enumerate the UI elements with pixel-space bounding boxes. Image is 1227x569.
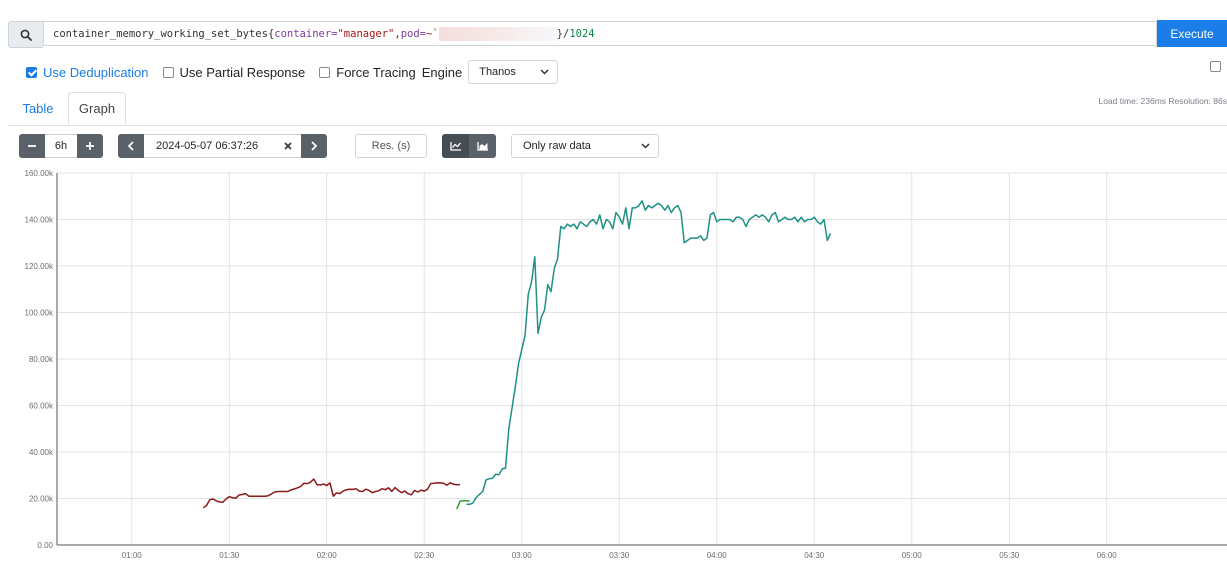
query-divisor: 1024 [569,27,595,40]
y-tick-label: 140.00k [25,216,54,225]
query-label-container: container= [274,27,338,40]
minus-icon [28,145,36,147]
force-tracing-checkbox[interactable] [319,66,331,78]
series-line-3 [466,200,832,506]
x-tick-label: 04:00 [707,551,728,560]
partial-response-option[interactable]: Use Partial Response [162,64,306,80]
force-tracing-label: Force Tracing [336,64,416,80]
query-suffix: }/ [556,27,570,40]
resolution-input[interactable]: Res. (s) [355,134,427,158]
dedup-option[interactable]: Use Deduplication [26,65,149,80]
query-value-pod: ~` [426,27,439,40]
chart-mode-toggle [442,134,496,158]
engine-select[interactable]: Thanos [468,60,559,84]
chart-grid [56,172,1227,546]
x-tick-label: 05:00 [902,551,923,560]
time-back-button[interactable] [118,134,144,158]
engine-label: Engine [421,64,463,80]
query-options: Use Deduplication Use Partial Response F… [26,60,559,84]
query-label-pod: pod= [400,27,427,40]
x-tick-label: 03:00 [512,551,533,560]
series-line-2 [456,500,470,510]
chevron-left-icon [127,141,134,151]
series-line-1 [202,478,461,509]
chevron-down-icon [641,143,650,149]
end-time-value: 2024-05-07 06:37:26 [156,140,259,152]
tab-graph[interactable]: Graph [68,92,126,125]
search-icon[interactable] [8,21,43,48]
plus-icon [86,142,94,150]
query-bar: container_memory_working_set_bytes{conta… [8,20,1227,48]
x-tick-label: 01:30 [219,551,240,560]
engine-value: Thanos [479,66,516,78]
x-axis: 01:00 01:30 02:00 02:30 03:00 03:30 04:00 04:30… [122,551,1118,560]
chevron-right-icon [311,141,318,151]
unstacked-button[interactable] [442,134,469,158]
dedup-label: Use Deduplication [43,64,149,80]
panel-checkbox[interactable] [1210,61,1221,72]
redacted-pod-name [438,26,557,41]
x-tick-label: 03:30 [609,551,630,560]
x-tick-label: 02:30 [414,551,435,560]
dedup-checkbox[interactable] [26,66,37,78]
y-axis: 0.00 20.00k 40.00k 60.00k 80.00k 100.00k 120.0… [25,169,54,550]
partial-response-label: Use Partial Response [179,64,306,80]
clear-icon[interactable] [284,142,292,150]
x-tick-label: 06:00 [1097,551,1118,560]
x-tick-label: 04:30 [804,551,825,560]
y-tick-label: 60.00k [29,402,54,411]
view-tabs: Table Graph [8,92,1227,126]
x-tick-label: 05:30 [999,551,1020,560]
y-tick-label: 160.00k [25,169,54,178]
load-info: Load time: 236ms Resolution: 86s [1098,96,1227,106]
chart-series [202,200,832,510]
graph-controls: 6h 2024-05-07 06:37:26 Res. (s) Only raw… [19,134,659,158]
time-forward-button[interactable] [301,134,327,158]
line-chart-icon [449,142,461,151]
query-metric: container_memory_working_set_bytes [53,27,268,40]
stacked-button[interactable] [469,134,496,158]
area-chart-icon [476,142,488,151]
y-tick-label: 120.00k [25,262,54,271]
decrease-range-button[interactable] [19,134,45,158]
memory-graph[interactable]: 0.00 20.00k 40.00k 60.00k 80.00k 100.00k 120.0… [0,165,1227,569]
force-tracing-option[interactable]: Force Tracing [319,64,416,80]
y-tick-label: 20.00k [29,495,54,504]
raw-data-select[interactable]: Only raw data [511,134,659,158]
x-tick-label: 02:00 [317,551,338,560]
query-value-container: "manager" [337,27,395,40]
y-tick-label: 40.00k [29,448,54,457]
partial-response-checkbox[interactable] [162,66,174,78]
chevron-down-icon [540,69,549,75]
raw-data-value: Only raw data [523,140,591,152]
end-time-input[interactable]: 2024-05-07 06:37:26 [144,134,301,158]
range-input[interactable]: 6h [45,134,77,158]
execute-button[interactable]: Execute [1157,20,1227,47]
y-tick-label: 80.00k [29,355,54,364]
increase-range-button[interactable] [77,134,103,158]
tab-table[interactable]: Table [22,101,54,116]
query-input[interactable]: container_memory_working_set_bytes{conta… [43,21,1157,46]
y-tick-label: 0.00 [37,541,53,550]
y-tick-label: 100.00k [25,309,54,318]
x-tick-label: 01:00 [122,551,143,560]
